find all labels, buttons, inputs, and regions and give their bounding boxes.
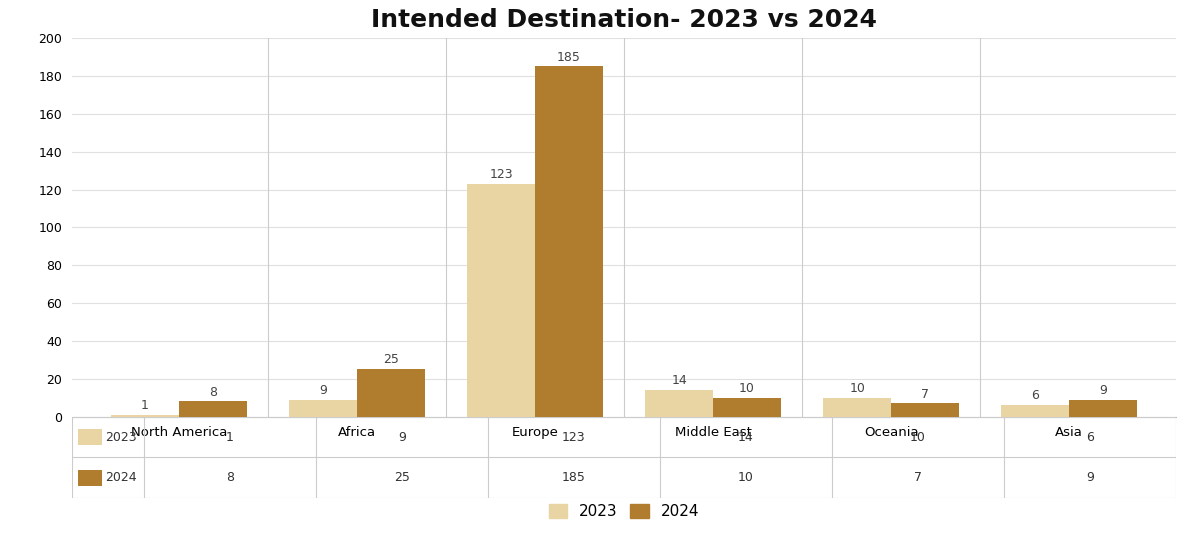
Text: 185: 185 — [557, 51, 581, 64]
Text: 6: 6 — [1031, 390, 1039, 403]
Text: 8: 8 — [226, 471, 234, 484]
Text: 9: 9 — [398, 430, 406, 443]
Text: 10: 10 — [738, 471, 754, 484]
Text: 2024: 2024 — [106, 471, 137, 484]
Bar — [289, 400, 356, 417]
Bar — [78, 429, 102, 445]
Text: 8: 8 — [209, 386, 217, 399]
Bar — [713, 398, 781, 417]
Text: 9: 9 — [1086, 471, 1094, 484]
Text: 14: 14 — [738, 430, 754, 443]
Text: 10: 10 — [850, 382, 865, 395]
Title: Intended Destination- 2023 vs 2024: Intended Destination- 2023 vs 2024 — [371, 8, 877, 32]
Text: 9: 9 — [1099, 384, 1106, 397]
Text: 123: 123 — [490, 168, 512, 181]
Text: 6: 6 — [1086, 430, 1094, 443]
Bar — [467, 184, 535, 417]
Bar — [535, 66, 602, 417]
Text: 1: 1 — [226, 430, 234, 443]
Text: 10: 10 — [739, 382, 755, 395]
Bar — [356, 369, 425, 417]
Text: 1: 1 — [142, 399, 149, 412]
Bar — [823, 398, 892, 417]
Bar — [78, 470, 102, 486]
Bar — [1069, 400, 1136, 417]
Bar — [179, 401, 246, 417]
Text: 14: 14 — [671, 374, 688, 387]
Text: 123: 123 — [562, 430, 586, 443]
Text: 9: 9 — [319, 384, 328, 397]
Text: 7: 7 — [914, 471, 922, 484]
Bar — [646, 390, 713, 417]
Bar — [112, 415, 179, 417]
Text: 7: 7 — [920, 387, 929, 400]
Text: 25: 25 — [383, 354, 398, 367]
Text: 25: 25 — [394, 471, 409, 484]
Text: 2023: 2023 — [106, 430, 137, 443]
Legend: 2023, 2024: 2023, 2024 — [542, 498, 706, 526]
Text: 10: 10 — [910, 430, 926, 443]
Bar — [1002, 405, 1069, 417]
Bar — [892, 404, 959, 417]
Text: 185: 185 — [562, 471, 586, 484]
